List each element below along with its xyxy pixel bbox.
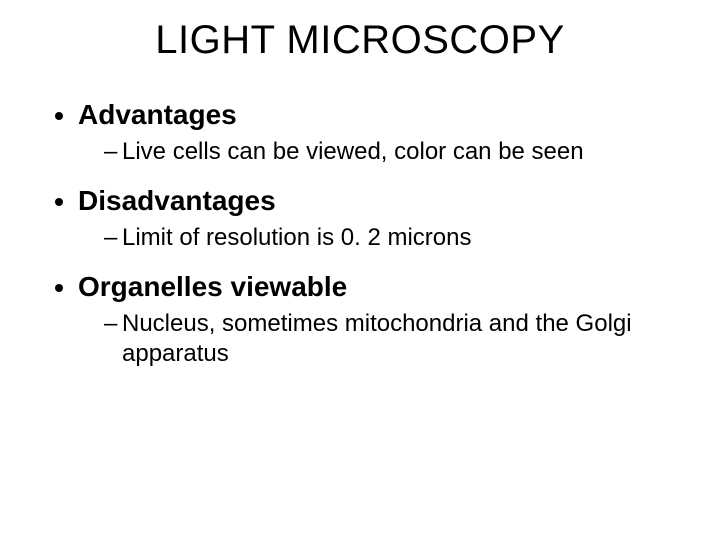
sub-item: Limit of resolution is 0. 2 microns [104, 223, 690, 253]
sub-list: Live cells can be viewed, color can be s… [78, 137, 690, 167]
section-advantages: Advantages Live cells can be viewed, col… [78, 99, 690, 167]
sub-list: Nucleus, sometimes mitochondria and the … [78, 309, 690, 369]
section-organelles: Organelles viewable Nucleus, sometimes m… [78, 271, 690, 369]
section-heading: Organelles viewable [78, 271, 347, 302]
section-disadvantages: Disadvantages Limit of resolution is 0. … [78, 185, 690, 253]
slide: LIGHT MICROSCOPY Advantages Live cells c… [0, 0, 720, 540]
section-heading: Advantages [78, 99, 237, 130]
slide-title: LIGHT MICROSCOPY [30, 18, 690, 63]
sub-list: Limit of resolution is 0. 2 microns [78, 223, 690, 253]
section-heading: Disadvantages [78, 185, 276, 216]
sub-item: Live cells can be viewed, color can be s… [104, 137, 690, 167]
sub-item: Nucleus, sometimes mitochondria and the … [104, 309, 690, 369]
bullet-list: Advantages Live cells can be viewed, col… [30, 99, 690, 369]
